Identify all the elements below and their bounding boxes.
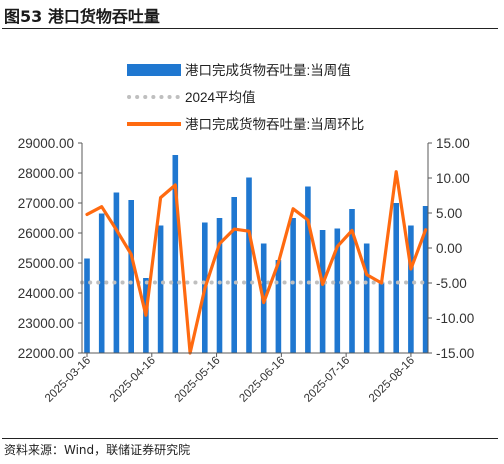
bar-14 [275,260,282,353]
bar-3 [113,192,120,353]
wow-point-23 [409,267,413,271]
right-tick-label: -10.00 [436,311,474,326]
bar-7 [172,155,179,353]
x-tick-label: 2025-05-16 [173,355,223,405]
bar-19 [349,209,355,353]
bar-11 [231,197,237,353]
title-rule [2,28,498,29]
wow-point-12 [247,230,251,233]
right-tick-label: 0.00 [436,241,462,256]
bar-6 [157,225,164,353]
bar-22 [393,203,399,353]
left-tick-label: 25000.00 [18,256,74,271]
wow-point-10 [218,242,221,245]
right-tick-label: 5.00 [436,206,462,221]
x-tick-label: 2025-06-16 [237,355,287,405]
bar-16 [305,186,311,353]
legend-label: 港口完成货物吞吐量:当周环比 [185,116,364,132]
bar-17 [319,230,326,353]
bar-2 [98,213,105,353]
source-note: 资料来源：Wind，联储证券研究院 [4,443,191,457]
bar-12 [246,177,252,353]
left-tick-label: 28000.00 [18,166,74,181]
wow-point-21 [380,281,383,285]
left-tick-label: 23000.00 [18,316,74,331]
x-tick-label: 2025-08-16 [367,355,417,405]
wow-point-5 [144,314,148,317]
wow-line [85,170,428,355]
wow-point-24 [424,228,427,231]
wow-point-20 [365,273,368,276]
bar-24 [422,206,429,353]
figure-title: 图53 港口货物吞吐量 [4,7,160,26]
wow-point-19 [350,229,354,232]
bar-23 [408,225,414,353]
wow-point-2 [100,205,103,208]
wow-polyline [85,170,428,355]
bar-series [84,155,429,353]
wow-point-14 [277,261,280,264]
bar-4 [128,200,134,353]
wow-point-17 [321,283,324,286]
bar-20 [363,243,370,353]
right-tick-label: 10.00 [436,171,470,186]
wow-point-13 [262,301,265,304]
bar-18 [334,228,341,353]
left-tick-label: 22000.00 [18,346,74,361]
wow-point-4 [130,253,133,256]
left-tick-label: 29000.00 [18,136,74,151]
x-tick-label: 2025-04-16 [108,355,158,405]
legend-label: 港口完成货物吞吐量:当周值 [185,62,351,78]
wow-point-1 [85,213,89,216]
wow-point-9 [203,287,206,290]
wow-point-11 [233,227,236,231]
left-tick-label: 24000.00 [18,286,74,301]
wow-point-22 [395,170,398,173]
left-tick-label: 27000.00 [18,196,74,211]
bar-15 [290,218,296,353]
wow-point-18 [336,245,339,248]
wow-point-6 [159,196,162,199]
legend-swatch-bar [127,64,181,76]
right-tick-label: 15.00 [436,136,470,151]
bar-21 [378,282,385,353]
wow-point-3 [115,228,118,231]
x-tick-label: 2025-03-16 [43,355,93,405]
bar-10 [216,218,223,353]
x-tick-label: 2025-07-16 [302,355,352,405]
left-tick-label: 26000.00 [18,226,74,241]
wow-point-7 [174,183,177,187]
source-rule [2,438,498,439]
bar-1 [84,258,90,353]
right-tick-label: -5.00 [436,276,467,291]
right-tick-label: -15.00 [436,346,474,361]
legend-label: 2024平均值 [185,90,256,105]
wow-point-16 [306,218,310,222]
wow-point-15 [291,207,295,210]
